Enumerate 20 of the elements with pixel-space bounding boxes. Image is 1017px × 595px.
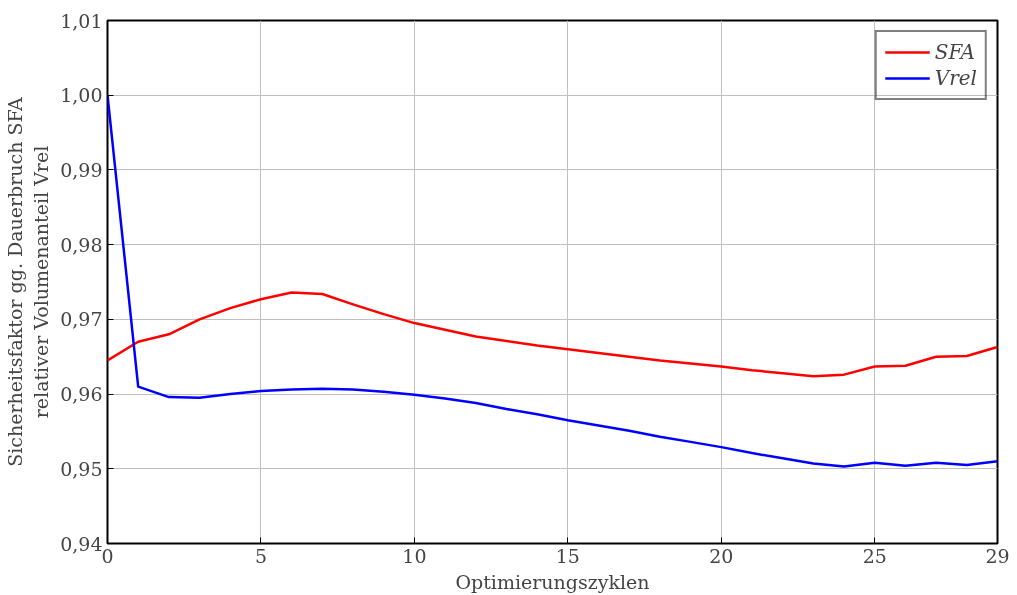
y-tick-label: 0,95 bbox=[60, 457, 103, 480]
y-tick-label: 0,94 bbox=[60, 532, 103, 555]
x-tick-label: 15 bbox=[555, 544, 580, 567]
y-tick-label: 1,01 bbox=[60, 9, 103, 32]
x-tick-label: 0 bbox=[101, 544, 114, 567]
x-tick-label: 29 bbox=[985, 544, 1010, 567]
line-series bbox=[107, 291, 998, 378]
y-tick-label: 1,00 bbox=[60, 84, 103, 107]
legend-label: SFA bbox=[934, 40, 976, 64]
x-tick-label: 5 bbox=[254, 544, 267, 567]
y-tick-label: 0,99 bbox=[60, 158, 103, 181]
x-tick-label: 20 bbox=[709, 544, 734, 567]
x-axis-title: Optimierungszyklen bbox=[455, 570, 650, 593]
y-tick-label: 0,96 bbox=[60, 383, 103, 406]
x-tick-label: 10 bbox=[402, 544, 427, 567]
x-tick-label: 25 bbox=[862, 544, 887, 567]
y-tick-label: 0,97 bbox=[60, 308, 103, 331]
y-axis-title: Sicherheitsfaktor gg. Dauerbruch SFA relativer Volumenanteil Vrel bbox=[3, 96, 53, 467]
y-tick-label: 0,98 bbox=[60, 233, 103, 256]
legend-label: Vrel bbox=[934, 66, 977, 90]
